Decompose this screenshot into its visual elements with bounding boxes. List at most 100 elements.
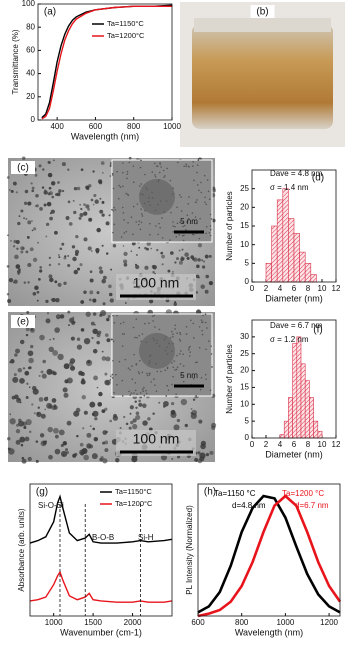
lattice-dot xyxy=(205,232,207,235)
lattice-dot xyxy=(166,167,168,170)
nanoparticle xyxy=(25,333,29,337)
panel-label-box xyxy=(11,161,35,174)
lattice-dot xyxy=(188,346,190,349)
nanoparticle xyxy=(200,440,207,446)
lattice-dot xyxy=(123,333,126,335)
lattice-dot xyxy=(183,234,185,237)
nanoparticle xyxy=(35,204,39,208)
nanoparticle xyxy=(23,281,27,284)
nanoparticle xyxy=(31,229,34,232)
nanoparticle xyxy=(142,403,147,409)
nanoparticle xyxy=(72,453,77,458)
nanoparticle xyxy=(85,311,91,317)
lattice-dot xyxy=(199,388,202,391)
lattice-dot xyxy=(182,239,185,242)
nanoparticle xyxy=(35,459,39,463)
nanoparticle xyxy=(20,209,24,213)
nanoparticle xyxy=(134,263,138,266)
lattice-dot xyxy=(142,390,144,392)
nanoparticle xyxy=(31,189,35,193)
lattice-dot xyxy=(120,322,122,325)
histogram-bar xyxy=(310,274,317,283)
nanoparticle xyxy=(57,181,60,184)
nanoparticle xyxy=(98,391,103,397)
lattice-dot xyxy=(146,374,149,377)
nanoparticle xyxy=(22,367,26,370)
nanoparticle xyxy=(54,280,58,284)
nanoparticle xyxy=(105,379,111,386)
lattice-dot xyxy=(211,366,213,368)
lattice-dot xyxy=(133,392,135,394)
lattice-dot xyxy=(170,211,172,214)
nanoparticle xyxy=(123,251,128,257)
nanoparticle xyxy=(32,291,37,296)
nanoparticle xyxy=(51,398,57,403)
histogram-bar xyxy=(304,380,310,439)
nanoparticle xyxy=(144,246,147,250)
nanoparticle xyxy=(96,386,99,389)
x-tick-label: 400 xyxy=(50,122,64,131)
vial-cap xyxy=(194,18,331,32)
lattice-dot xyxy=(185,325,188,328)
nanoparticle xyxy=(123,263,128,267)
nanoparticle xyxy=(30,344,34,349)
lattice-dot xyxy=(157,233,159,236)
histogram-bar xyxy=(317,430,323,439)
x-tick-label: 2 xyxy=(264,284,269,293)
lattice-dot xyxy=(191,233,194,236)
lattice-dot xyxy=(160,370,162,373)
nanoparticle xyxy=(124,302,127,304)
nanoparticle xyxy=(53,159,55,162)
nanoparticle xyxy=(10,240,12,242)
lattice-dot xyxy=(122,321,125,324)
lattice-dot xyxy=(113,223,116,226)
nanoparticle xyxy=(64,379,69,384)
nanoparticle xyxy=(48,274,53,279)
lattice-dot xyxy=(136,336,138,339)
lattice-dot xyxy=(200,376,203,379)
lattice-dot xyxy=(129,368,131,371)
annotation: d=6.7 nm xyxy=(295,501,329,510)
nanoparticle xyxy=(30,182,33,185)
nanoparticle xyxy=(39,207,43,211)
lattice-dot xyxy=(116,383,118,386)
nanoparticle xyxy=(173,302,177,306)
lattice-dot xyxy=(140,159,142,162)
nanoparticle xyxy=(64,255,67,258)
nanoparticle xyxy=(65,216,70,220)
lattice-dot xyxy=(111,377,114,379)
lattice-dot xyxy=(143,386,145,389)
lattice-dot xyxy=(178,338,181,341)
nanoparticle xyxy=(55,314,61,320)
nanoparticle xyxy=(23,201,28,206)
nanoparticle xyxy=(192,257,195,261)
lattice-dot xyxy=(132,181,135,183)
nanoparticle xyxy=(50,181,56,186)
nanoparticle xyxy=(80,371,85,377)
nanoparticle xyxy=(18,215,21,218)
lattice-dot xyxy=(195,361,197,364)
lattice-dot xyxy=(144,322,146,325)
nanoparticle xyxy=(38,397,44,402)
nanoparticle xyxy=(181,255,183,258)
nanoparticle xyxy=(100,161,105,165)
nanoparticle xyxy=(15,264,21,269)
nanoparticle xyxy=(87,208,90,211)
nanoparticle xyxy=(105,356,111,362)
nanoparticle xyxy=(125,422,129,426)
lattice-dot xyxy=(174,328,176,330)
nanoparticle xyxy=(76,344,82,350)
lattice-dot xyxy=(202,314,204,317)
lattice-dot xyxy=(112,187,115,190)
nanoparticle xyxy=(55,193,58,196)
lattice-dot xyxy=(204,321,207,324)
lattice-dot xyxy=(210,228,212,231)
lattice-dot xyxy=(167,389,170,392)
nanoparticle xyxy=(172,271,174,273)
histogram-bar xyxy=(288,218,295,283)
lattice-dot xyxy=(136,393,138,395)
nanoparticle xyxy=(88,217,93,222)
nanoparticle xyxy=(48,256,52,260)
nanoparticle xyxy=(104,440,109,445)
nanoparticle xyxy=(28,386,31,389)
